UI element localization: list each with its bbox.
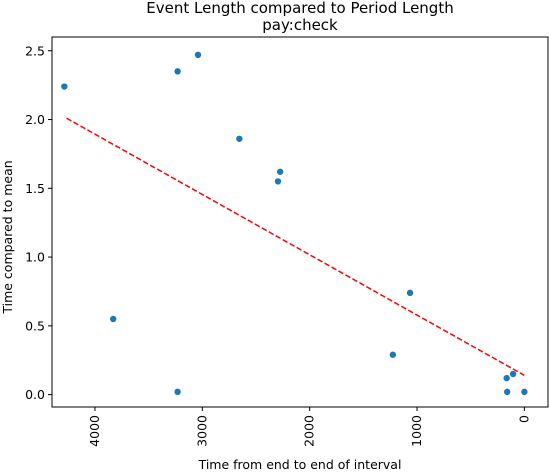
y-tick-label: 0.0 <box>25 387 45 402</box>
data-point <box>276 168 284 175</box>
data-point <box>509 370 517 378</box>
data-point <box>109 315 117 323</box>
data-point <box>236 135 243 142</box>
data-point <box>503 374 510 382</box>
data-point <box>174 68 181 75</box>
y-axis-label: Time compared to mean <box>0 160 15 314</box>
data-point <box>194 51 202 59</box>
y-tick-label: 1.5 <box>25 181 45 196</box>
data-point <box>406 289 414 297</box>
data-point <box>521 388 528 396</box>
x-tick-label: 3000 <box>194 415 209 447</box>
y-tick-label: 0.5 <box>25 318 45 333</box>
chart-title: Event Length compared to Period Length <box>146 0 453 17</box>
x-tick-label: 4000 <box>87 415 102 447</box>
x-tick-label: 0 <box>516 415 531 423</box>
data-point <box>61 83 68 90</box>
data-point <box>389 351 397 358</box>
x-tick-label: 2000 <box>302 415 317 447</box>
y-tick-label: 2.0 <box>25 112 45 127</box>
chart-subtitle: pay:check <box>262 16 338 34</box>
trend-line <box>66 117 525 377</box>
y-tick-label: 1.0 <box>25 250 45 265</box>
y-tick-label: 2.5 <box>25 43 45 58</box>
data-point <box>274 178 282 185</box>
data-point <box>174 388 181 396</box>
plot-area-frame <box>51 36 549 408</box>
data-point <box>504 388 511 396</box>
x-axis-label: Time from end to end of interval <box>198 457 402 472</box>
x-tick-label: 1000 <box>409 415 424 447</box>
